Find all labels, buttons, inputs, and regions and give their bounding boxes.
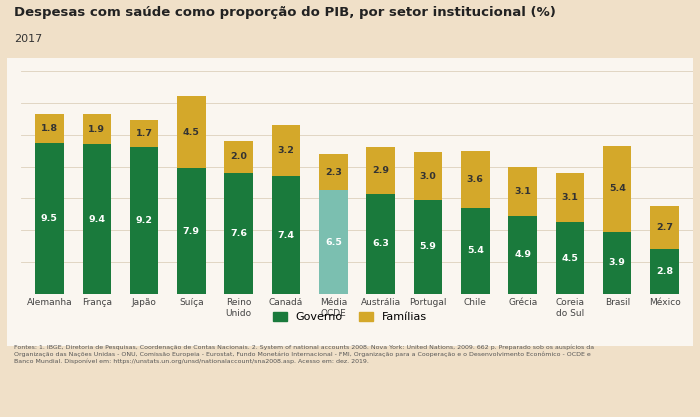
Bar bbox=[367, 147, 395, 193]
Bar bbox=[461, 208, 489, 294]
Bar bbox=[556, 222, 584, 294]
Text: 6.3: 6.3 bbox=[372, 239, 389, 248]
Bar bbox=[461, 151, 489, 208]
Bar bbox=[508, 166, 537, 216]
Bar bbox=[508, 216, 537, 294]
Text: 1.8: 1.8 bbox=[41, 124, 58, 133]
Text: 2.8: 2.8 bbox=[656, 267, 673, 276]
Text: 5.4: 5.4 bbox=[467, 246, 484, 256]
Bar bbox=[272, 125, 300, 176]
Text: 7.6: 7.6 bbox=[230, 229, 247, 238]
Text: Fontes: 1. IBGE, Diretoria de Pesquisas, Coordenação de Contas Nacionais. 2. Sys: Fontes: 1. IBGE, Diretoria de Pesquisas,… bbox=[14, 344, 594, 364]
Text: 5.4: 5.4 bbox=[609, 184, 626, 193]
Bar bbox=[603, 146, 631, 232]
Text: 9.2: 9.2 bbox=[136, 216, 153, 225]
Text: 9.5: 9.5 bbox=[41, 214, 58, 223]
Text: 2.0: 2.0 bbox=[230, 153, 247, 161]
Text: 2017: 2017 bbox=[14, 34, 42, 44]
Bar bbox=[130, 147, 158, 294]
Bar bbox=[650, 249, 679, 294]
Bar bbox=[556, 173, 584, 222]
Bar bbox=[225, 141, 253, 173]
FancyBboxPatch shape bbox=[0, 55, 700, 349]
Text: 3.9: 3.9 bbox=[609, 259, 626, 267]
Bar bbox=[177, 168, 206, 294]
Bar bbox=[603, 232, 631, 294]
Bar bbox=[272, 176, 300, 294]
Bar bbox=[225, 173, 253, 294]
Bar bbox=[83, 114, 111, 144]
Text: 2.9: 2.9 bbox=[372, 166, 389, 175]
Text: 7.9: 7.9 bbox=[183, 226, 200, 236]
Text: Despesas com saúde como proporção do PIB, por setor institucional (%): Despesas com saúde como proporção do PIB… bbox=[14, 6, 556, 19]
Bar bbox=[319, 154, 347, 191]
Text: 3.0: 3.0 bbox=[419, 171, 436, 181]
Bar bbox=[650, 206, 679, 249]
Bar bbox=[83, 144, 111, 294]
Text: 4.5: 4.5 bbox=[561, 254, 578, 263]
Text: 3.1: 3.1 bbox=[514, 187, 531, 196]
Text: 3.6: 3.6 bbox=[467, 175, 484, 184]
Text: 1.9: 1.9 bbox=[88, 125, 105, 133]
Text: 4.5: 4.5 bbox=[183, 128, 200, 137]
Text: 3.2: 3.2 bbox=[278, 146, 295, 155]
Text: 2.3: 2.3 bbox=[325, 168, 342, 176]
Text: 3.1: 3.1 bbox=[561, 193, 578, 202]
Text: 6.5: 6.5 bbox=[325, 238, 342, 247]
Bar bbox=[367, 193, 395, 294]
Bar bbox=[35, 143, 64, 294]
Bar bbox=[414, 152, 442, 200]
Bar bbox=[319, 191, 347, 294]
Bar bbox=[130, 120, 158, 147]
Text: 1.7: 1.7 bbox=[136, 129, 153, 138]
Text: 5.9: 5.9 bbox=[419, 242, 436, 251]
Text: 4.9: 4.9 bbox=[514, 251, 531, 259]
Text: 9.4: 9.4 bbox=[88, 215, 105, 224]
Text: 2.7: 2.7 bbox=[656, 224, 673, 232]
Bar bbox=[414, 200, 442, 294]
Bar bbox=[177, 96, 206, 168]
Legend: Governo, Famílias: Governo, Famílias bbox=[273, 311, 427, 322]
Text: 7.4: 7.4 bbox=[277, 231, 295, 239]
Bar bbox=[35, 114, 64, 143]
